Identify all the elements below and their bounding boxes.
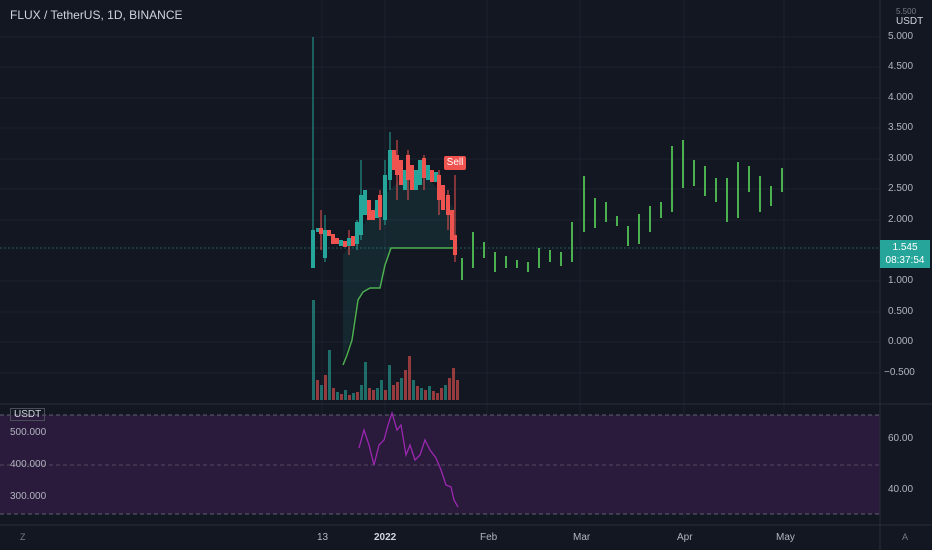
price-label: 0.500 — [888, 306, 914, 317]
bar-countdown: 08:37:54 — [885, 255, 925, 266]
time-label: 2022 — [374, 532, 397, 543]
price-label: 4.500 — [888, 61, 914, 72]
price-label: 3.000 — [888, 153, 914, 164]
rsi-left-label: 500.000 — [10, 427, 47, 438]
rsi-left-label: 300.000 — [10, 491, 47, 502]
volume-bars — [312, 300, 459, 400]
time-label: Feb — [480, 532, 498, 543]
rsi-right-label: 60.00 — [888, 433, 914, 444]
price-scale-unit: 5.500 USDT — [896, 7, 924, 28]
rsi-right-label: 40.00 — [888, 484, 914, 495]
log-scale-toggle[interactable]: Z — [20, 532, 26, 542]
price-label: 2.000 — [888, 214, 914, 225]
price-label: 2.500 — [888, 183, 914, 194]
price-scale-top: 5.500 — [896, 7, 917, 16]
price-label: 1.000 — [888, 275, 914, 286]
candles — [311, 37, 457, 268]
rsi-line — [358, 410, 459, 508]
rsi-left-label: 400.000 — [10, 459, 47, 470]
auto-scale-toggle[interactable]: A — [902, 532, 909, 542]
price-label: 0.000 — [888, 336, 914, 347]
price-label: 4.000 — [888, 92, 914, 103]
indicator-line — [342, 247, 455, 366]
time-label: Mar — [573, 532, 591, 543]
current-price-badge: 1.545 08:37:54 — [880, 240, 930, 268]
price-label: −0.500 — [884, 367, 915, 378]
price-label: 5.000 — [888, 31, 914, 42]
time-label: 13 — [317, 532, 329, 543]
symbol-title: FLUX / TetherUS, 1D, BINANCE — [10, 8, 183, 22]
rsi-band — [0, 415, 880, 514]
sell-signal-label: Sell — [444, 156, 466, 170]
current-price-value: 1.545 — [892, 242, 918, 253]
time-label: May — [776, 532, 795, 543]
time-label: Apr — [677, 532, 693, 543]
price-scale-unit-label: USDT — [896, 16, 924, 27]
price-label: 3.500 — [888, 122, 914, 133]
projection-bars — [461, 140, 783, 280]
rsi-unit-label: USDT — [10, 408, 46, 421]
